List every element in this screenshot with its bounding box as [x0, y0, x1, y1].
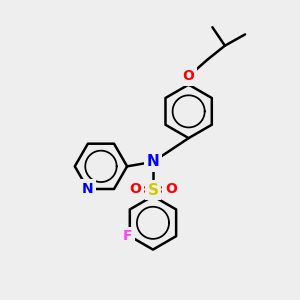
- Text: S: S: [148, 183, 158, 198]
- Text: O: O: [165, 182, 177, 196]
- Text: O: O: [183, 69, 195, 83]
- Text: N: N: [82, 182, 94, 196]
- Text: O: O: [129, 182, 141, 196]
- Text: N: N: [147, 154, 159, 169]
- Text: F: F: [123, 229, 132, 243]
